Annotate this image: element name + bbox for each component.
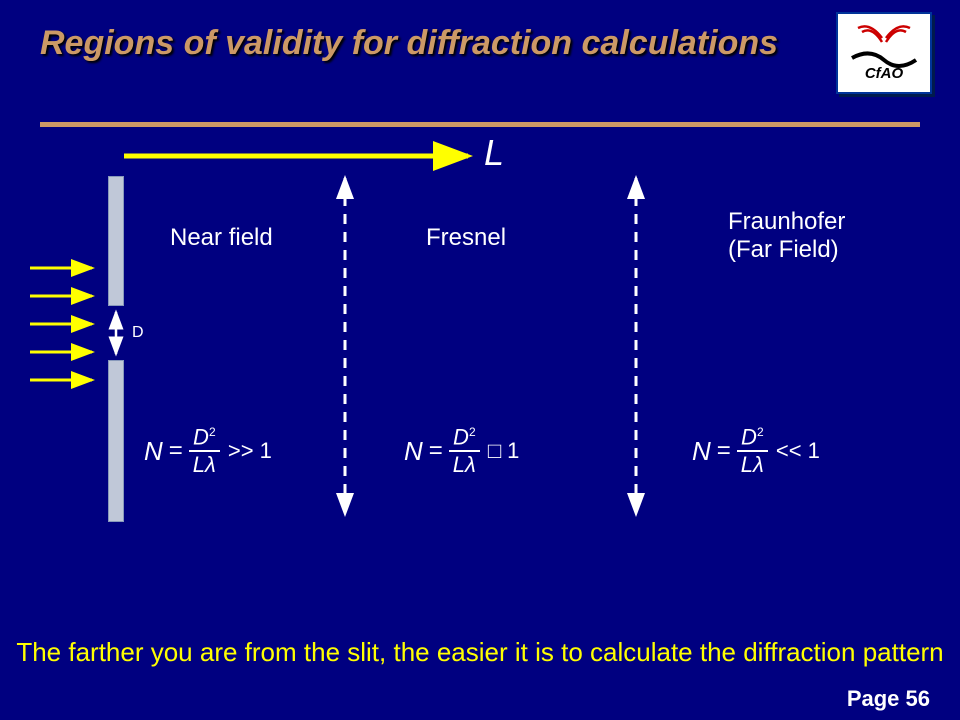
eq-equals: = [429, 437, 443, 465]
equation-fraunhofer: N = D2 Lλ << 1 [692, 426, 820, 476]
diagram-overlay [0, 128, 960, 608]
slide-title: Regions of validity for diffraction calc… [40, 24, 800, 63]
eq-one: 1 [260, 438, 272, 464]
region-label-fresnel: Fresnel [426, 224, 506, 252]
eq-relation: << [776, 438, 802, 464]
diffraction-diagram: L D Near field Fresnel Fraunhofer (Far F… [0, 128, 960, 608]
eq-equals: = [717, 437, 731, 465]
title-rule [40, 122, 920, 127]
d-label: D [132, 324, 144, 342]
incident-arrows-group [30, 268, 92, 380]
cfao-logo: CfAO [836, 12, 932, 94]
eq-frac: D2 Lλ [737, 426, 768, 476]
eq-frac: D2 Lλ [189, 426, 220, 476]
eq-n: N [692, 436, 711, 467]
eq-one: 1 [507, 438, 519, 464]
region-label-nearfield: Near field [170, 224, 273, 252]
eq-equals: = [169, 437, 183, 465]
eq-relation: □ [488, 438, 501, 464]
eq-frac: D2 Lλ [449, 426, 480, 476]
equation-fresnel: N = D2 Lλ □ 1 [404, 426, 519, 476]
eq-relation: >> [228, 438, 254, 464]
eq-n: N [404, 436, 423, 467]
region-label-fraunhofer: Fraunhofer (Far Field) [728, 208, 845, 264]
caption-text: The farther you are from the slit, the e… [0, 637, 960, 668]
equation-nearfield: N = D2 Lλ >> 1 [144, 426, 272, 476]
eq-n: N [144, 436, 163, 467]
svg-text:CfAO: CfAO [865, 65, 904, 82]
cfao-logo-svg: CfAO [840, 18, 928, 88]
page-number: Page 56 [847, 686, 930, 712]
eq-one: 1 [808, 438, 820, 464]
l-label: L [484, 132, 504, 174]
